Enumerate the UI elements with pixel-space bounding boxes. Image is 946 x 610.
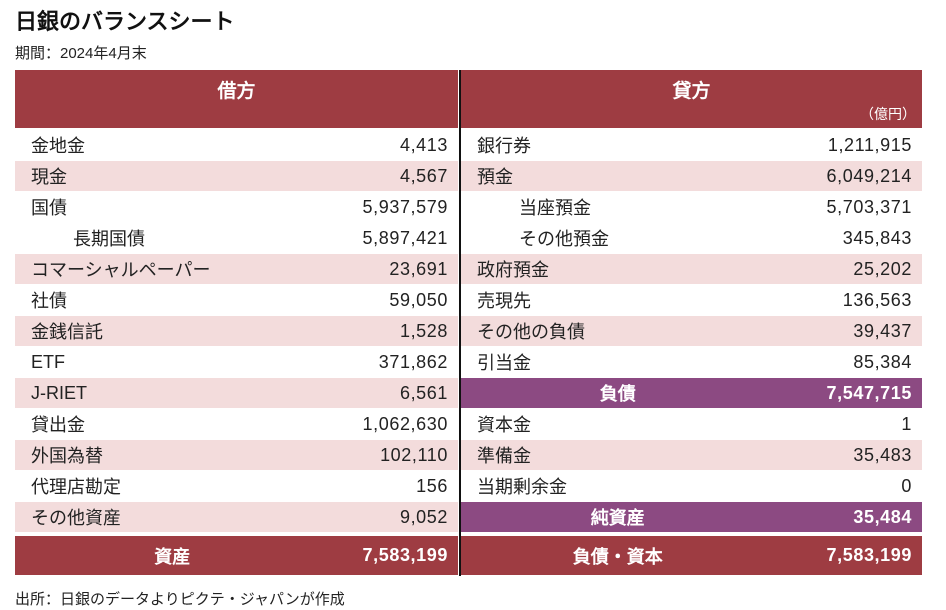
credit-row-value: 39,437 bbox=[853, 320, 912, 341]
credit-row-value: 0 bbox=[901, 475, 912, 496]
debit-row-label: 現金 bbox=[31, 167, 67, 187]
credit-row: 準備金 35,483 bbox=[461, 440, 922, 471]
credit-row-label: 預金 bbox=[477, 167, 513, 187]
credit-row-value: 136,563 bbox=[842, 289, 912, 310]
unit-label: （億円） bbox=[860, 106, 916, 122]
debit-row: 貸出金 1,062,630 bbox=[15, 409, 458, 440]
credit-row-label: 負債 bbox=[599, 384, 636, 404]
period-label: 期間：2024年4月末 bbox=[15, 45, 147, 62]
credit-row-label: 当座預金 bbox=[519, 198, 591, 218]
credit-row-label: 売現先 bbox=[477, 291, 531, 311]
debit-row-value: 6,561 bbox=[399, 382, 448, 403]
credit-row: 売現先 136,563 bbox=[461, 285, 922, 316]
debit-total-row: 資産 7,583,199 bbox=[15, 536, 458, 575]
credit-subtotal-row: 純資産 35,484 bbox=[461, 502, 922, 533]
credit-header-title: 貸方 bbox=[672, 81, 711, 102]
credit-row-value: 1 bbox=[901, 413, 912, 434]
credit-row: 引当金 85,384 bbox=[461, 347, 922, 378]
debit-row-value: 23,691 bbox=[389, 258, 448, 279]
credit-total-value: 7,583,199 bbox=[826, 545, 912, 565]
debit-row-value: 5,897,421 bbox=[362, 227, 448, 248]
debit-row-value: 102,110 bbox=[380, 444, 448, 465]
credit-row: 資本金 1 bbox=[461, 409, 922, 440]
debit-row-value: 1,528 bbox=[399, 320, 448, 341]
debit-row: コマーシャルペーパー 23,691 bbox=[15, 254, 458, 285]
credit-row-value: 25,202 bbox=[853, 258, 912, 279]
credit-row-value: 85,384 bbox=[853, 351, 912, 372]
debit-row-value: 4,413 bbox=[399, 134, 448, 155]
page-title: 日銀のバランスシート bbox=[15, 9, 235, 34]
credit-row-label: 引当金 bbox=[477, 353, 531, 373]
debit-column: 金地金 4,413 現金 4,567 国債 5,937,579 長期国債 5,897,421 コ… bbox=[15, 130, 458, 533]
credit-row-label: 当期剰余金 bbox=[477, 477, 567, 497]
credit-row: その他預金 345,843 bbox=[461, 223, 922, 254]
credit-row-label: その他預金 bbox=[519, 229, 609, 249]
credit-row-value: 1,211,915 bbox=[827, 134, 912, 155]
credit-row-label: 銀行券 bbox=[477, 136, 531, 156]
credit-row-value: 5,703,371 bbox=[826, 196, 912, 217]
credit-header: 貸方 （億円） bbox=[461, 70, 922, 128]
debit-row-label: J-RIET bbox=[31, 382, 87, 403]
column-divider bbox=[459, 70, 461, 576]
debit-row: J-RIET 6,561 bbox=[15, 378, 458, 409]
debit-row-value: 4,567 bbox=[399, 165, 448, 186]
debit-row-label: 貸出金 bbox=[31, 415, 85, 435]
credit-row-label: 資本金 bbox=[477, 415, 531, 435]
credit-row-value: 35,483 bbox=[853, 444, 912, 465]
credit-row: 当期剰余金 0 bbox=[461, 471, 922, 502]
debit-row-value: 9,052 bbox=[399, 506, 448, 527]
debit-row: 社債 59,050 bbox=[15, 285, 458, 316]
debit-row: 外国為替 102,110 bbox=[15, 440, 458, 471]
debit-row: 現金 4,567 bbox=[15, 161, 458, 192]
debit-row-label: 国債 bbox=[31, 198, 67, 218]
debit-row-label: その他資産 bbox=[31, 508, 121, 528]
credit-row: 政府預金 25,202 bbox=[461, 254, 922, 285]
credit-total-row: 負債・資本 7,583,199 bbox=[461, 536, 922, 575]
debit-total-label: 資産 bbox=[154, 546, 191, 567]
credit-row: 銀行券 1,211,915 bbox=[461, 130, 922, 161]
source-note: 出所：日銀のデータよりピクテ・ジャパンが作成 bbox=[15, 591, 345, 608]
credit-row: 預金 6,049,214 bbox=[461, 161, 922, 192]
debit-header-title: 借方 bbox=[217, 81, 256, 102]
debit-row-label: ETF bbox=[31, 351, 65, 372]
debit-row: ETF 371,862 bbox=[15, 347, 458, 378]
debit-total-value: 7,583,199 bbox=[362, 545, 448, 565]
credit-row-label: 準備金 bbox=[477, 446, 531, 466]
credit-row-value: 7,547,715 bbox=[826, 382, 912, 403]
debit-row-value: 1,062,630 bbox=[362, 413, 448, 434]
debit-row-label: コマーシャルペーパー bbox=[31, 260, 211, 280]
debit-row: 国債 5,937,579 bbox=[15, 192, 458, 223]
debit-header: 借方 bbox=[15, 70, 458, 128]
debit-row-label: 金地金 bbox=[31, 136, 85, 156]
debit-row: 代理店勘定 156 bbox=[15, 471, 458, 502]
debit-row-value: 371,862 bbox=[378, 351, 448, 372]
debit-row-value: 59,050 bbox=[389, 289, 448, 310]
credit-row-value: 345,843 bbox=[842, 227, 912, 248]
credit-row-label: 純資産 bbox=[590, 508, 645, 528]
debit-row-label: 長期国債 bbox=[73, 229, 145, 249]
debit-row-value: 5,937,579 bbox=[362, 196, 448, 217]
debit-row: 金銭信託 1,528 bbox=[15, 316, 458, 347]
debit-row-label: 代理店勘定 bbox=[31, 477, 121, 497]
credit-row-label: 政府預金 bbox=[477, 260, 549, 280]
credit-row-value: 35,484 bbox=[853, 506, 912, 527]
debit-row: 金地金 4,413 bbox=[15, 130, 458, 161]
debit-row: その他資産 9,052 bbox=[15, 502, 458, 533]
credit-column: 銀行券 1,211,915 預金 6,049,214 当座預金 5,703,371 その他預… bbox=[461, 130, 922, 533]
debit-row: 長期国債 5,897,421 bbox=[15, 223, 458, 254]
credit-row: その他の負債 39,437 bbox=[461, 316, 922, 347]
debit-row-label: 金銭信託 bbox=[31, 322, 103, 342]
credit-subtotal-row: 負債 7,547,715 bbox=[461, 378, 922, 409]
credit-row-value: 6,049,214 bbox=[826, 165, 912, 186]
debit-row-value: 156 bbox=[416, 475, 448, 496]
debit-row-label: 社債 bbox=[31, 291, 67, 311]
debit-row-label: 外国為替 bbox=[31, 446, 103, 466]
credit-row-label: その他の負債 bbox=[477, 322, 585, 342]
credit-total-label: 負債・資本 bbox=[572, 546, 663, 567]
credit-row: 当座預金 5,703,371 bbox=[461, 192, 922, 223]
